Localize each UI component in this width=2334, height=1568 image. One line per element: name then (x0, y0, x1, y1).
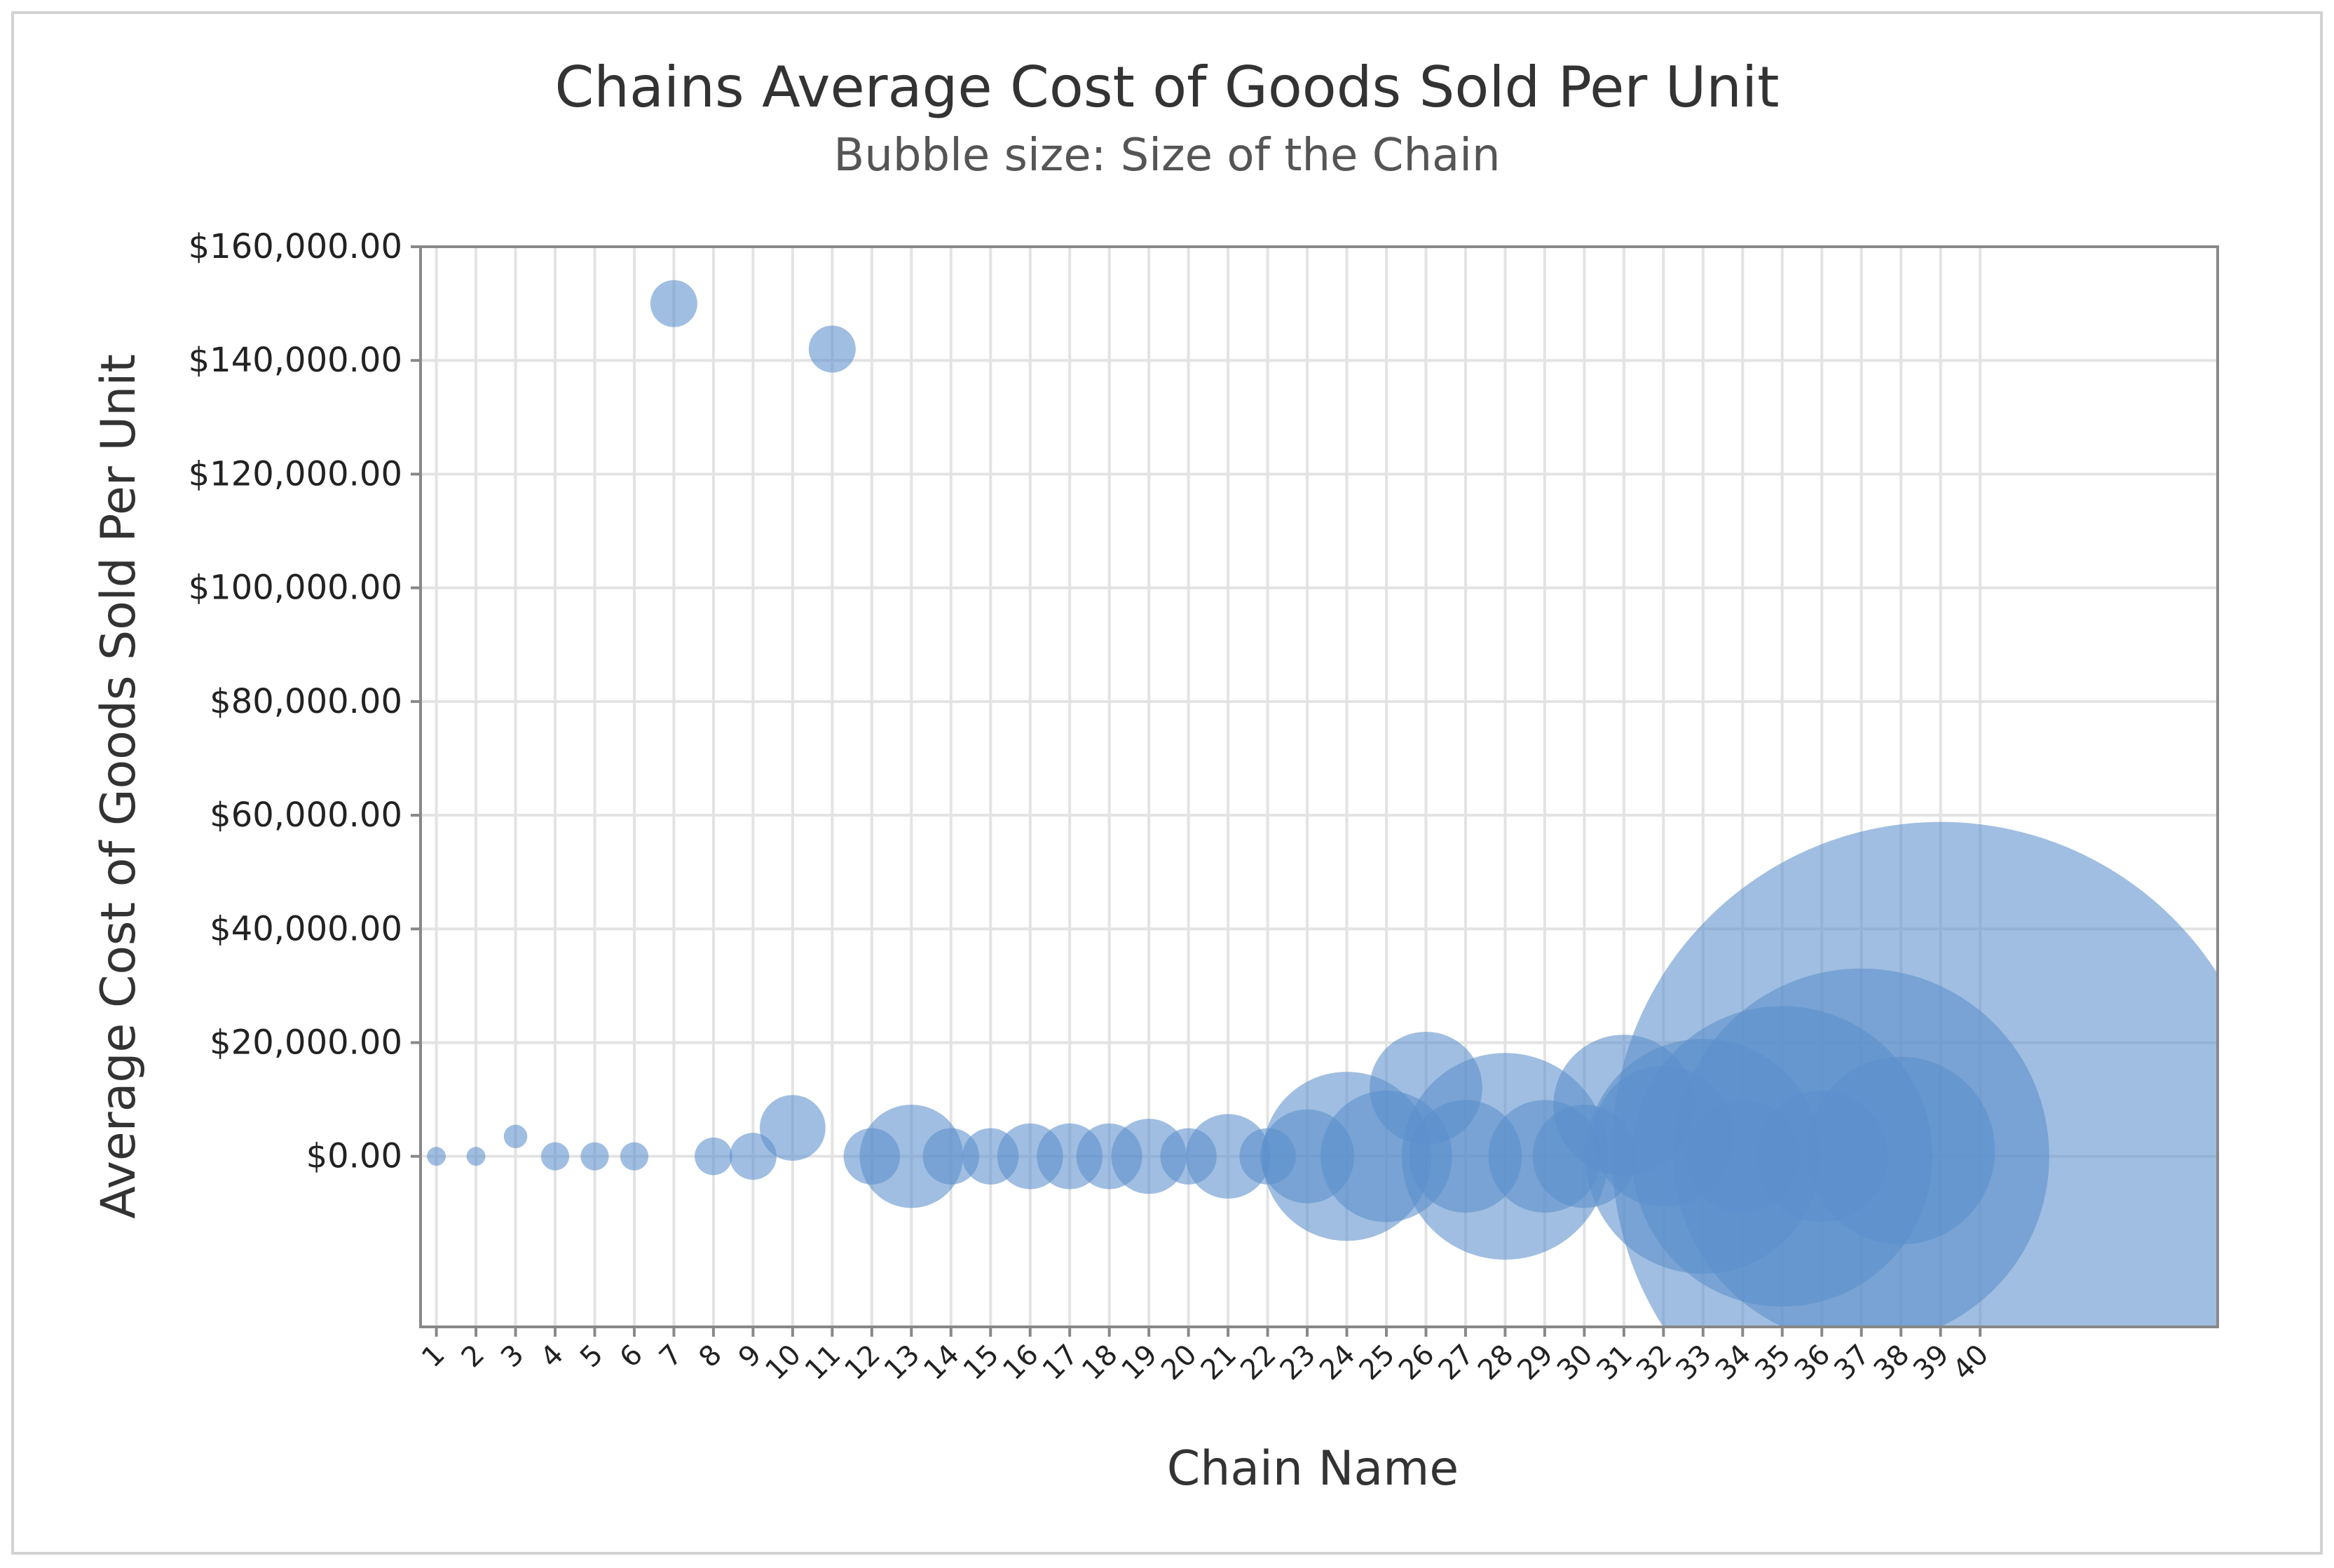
plot-area-clip (427, 280, 2218, 1327)
bubble-chain-13 (859, 1104, 963, 1208)
bubble-chain-2 (466, 1147, 486, 1166)
x-axis-title: Chain Name (1167, 1441, 1459, 1497)
bubble-chain-10 (759, 1095, 826, 1161)
chart-title: Chains Average Cost of Goods Sold Per Un… (554, 55, 1779, 120)
plot-frame (419, 245, 2219, 1328)
bubble-chain-8 (695, 1137, 732, 1175)
bubble-chain-11 (808, 325, 856, 373)
y-tick-label: $60,000.00 (210, 796, 402, 835)
bubble-chain-7 (650, 280, 697, 327)
y-tick-label: $140,000.00 (189, 341, 402, 380)
bubble-chain-6 (620, 1142, 649, 1171)
bubble-chain-1 (427, 1147, 446, 1166)
bubble-chain-5 (580, 1142, 609, 1171)
y-tick-label: $0.00 (306, 1137, 402, 1176)
chart-subtitle: Bubble size: Size of the Chain (833, 130, 1500, 182)
y-tick-label: $120,000.00 (189, 454, 402, 493)
bubble-chain-14 (922, 1128, 979, 1185)
y-tick-label: $20,000.00 (210, 1023, 402, 1062)
bubble-chain-3 (503, 1124, 528, 1149)
y-tick-labels: $160,000.00 $140,000.00 $120,000.00 $100,00… (189, 227, 421, 1176)
bubble-chain-4 (540, 1142, 570, 1171)
y-tick-label: $80,000.00 (210, 682, 402, 721)
bubble-series (427, 280, 2218, 1327)
y-tick-label: $40,000.00 (210, 909, 402, 948)
y-tick-label: $100,000.00 (189, 568, 402, 608)
y-axis-title: Average Cost of Goods Sold Per Unit (91, 354, 146, 1219)
y-tick-label: $160,000.00 (189, 227, 402, 266)
bubble-chain-39 (1611, 822, 2218, 1327)
